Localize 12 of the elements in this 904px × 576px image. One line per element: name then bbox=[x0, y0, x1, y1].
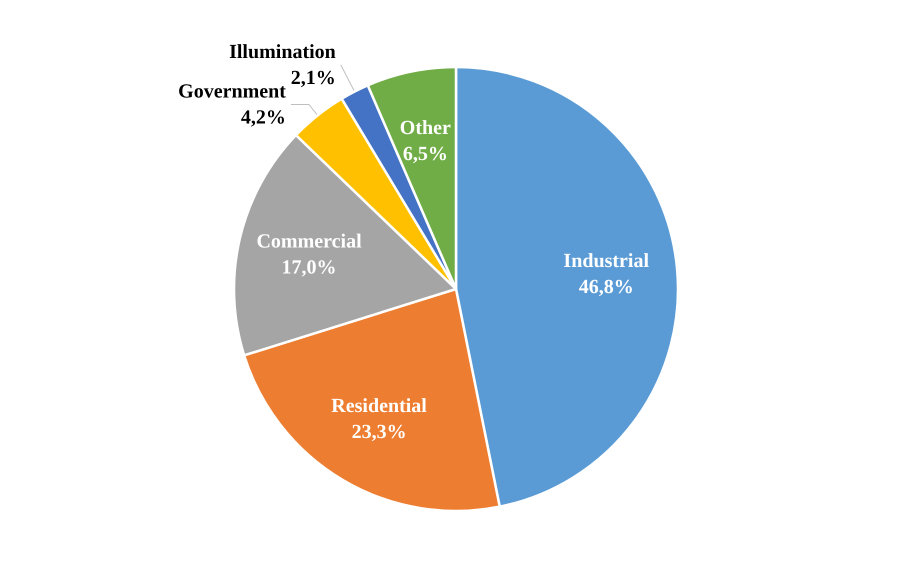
data-label: 4,2% bbox=[240, 106, 286, 128]
slice-label: Commercial bbox=[256, 230, 362, 252]
slice-label: Other bbox=[400, 117, 452, 140]
slice-label: Government bbox=[178, 80, 286, 102]
data-label: 17,0% bbox=[282, 256, 337, 278]
slice-label: Illumination bbox=[229, 40, 336, 63]
data-label: 2,1% bbox=[290, 66, 336, 89]
data-label: 23,3% bbox=[352, 420, 407, 443]
data-label: 46,8% bbox=[578, 276, 634, 298]
slice-label: Industrial bbox=[563, 250, 650, 272]
slice-label: Residential bbox=[331, 394, 428, 417]
data-label: 6,5% bbox=[402, 143, 448, 166]
